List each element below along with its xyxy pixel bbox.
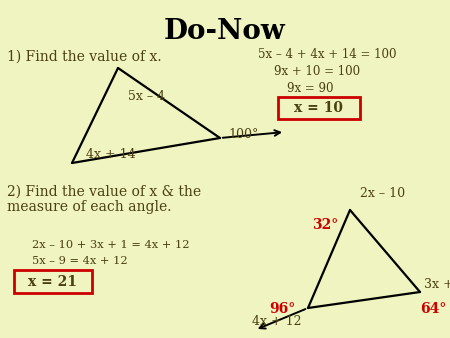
Text: x = 21: x = 21 bbox=[28, 274, 77, 289]
Text: 64°: 64° bbox=[420, 302, 446, 316]
Text: 5x – 4 + 4x + 14 = 100: 5x – 4 + 4x + 14 = 100 bbox=[258, 48, 396, 61]
Text: 2x – 10 + 3x + 1 = 4x + 12: 2x – 10 + 3x + 1 = 4x + 12 bbox=[32, 240, 189, 250]
Text: 9x + 10 = 100: 9x + 10 = 100 bbox=[274, 65, 360, 78]
Text: 100°: 100° bbox=[228, 128, 258, 142]
Bar bbox=[278, 97, 360, 119]
Text: measure of each angle.: measure of each angle. bbox=[7, 200, 171, 214]
Text: x = 10: x = 10 bbox=[294, 101, 343, 115]
Text: Do-Now: Do-Now bbox=[164, 18, 286, 45]
Text: 5x – 9 = 4x + 12: 5x – 9 = 4x + 12 bbox=[32, 256, 128, 266]
Text: 4x + 12: 4x + 12 bbox=[252, 315, 302, 328]
Bar bbox=[14, 270, 92, 293]
Text: 96°: 96° bbox=[270, 302, 296, 316]
Text: 32°: 32° bbox=[312, 218, 338, 232]
Text: 5x – 4: 5x – 4 bbox=[128, 90, 165, 102]
Text: 4x + 14: 4x + 14 bbox=[86, 148, 135, 162]
Text: 2x – 10: 2x – 10 bbox=[360, 187, 405, 200]
Text: 2) Find the value of x & the: 2) Find the value of x & the bbox=[7, 185, 201, 199]
Text: 1) Find the value of x.: 1) Find the value of x. bbox=[7, 50, 162, 64]
Text: 9x = 90: 9x = 90 bbox=[287, 82, 333, 95]
Text: 3x + 1: 3x + 1 bbox=[424, 279, 450, 291]
